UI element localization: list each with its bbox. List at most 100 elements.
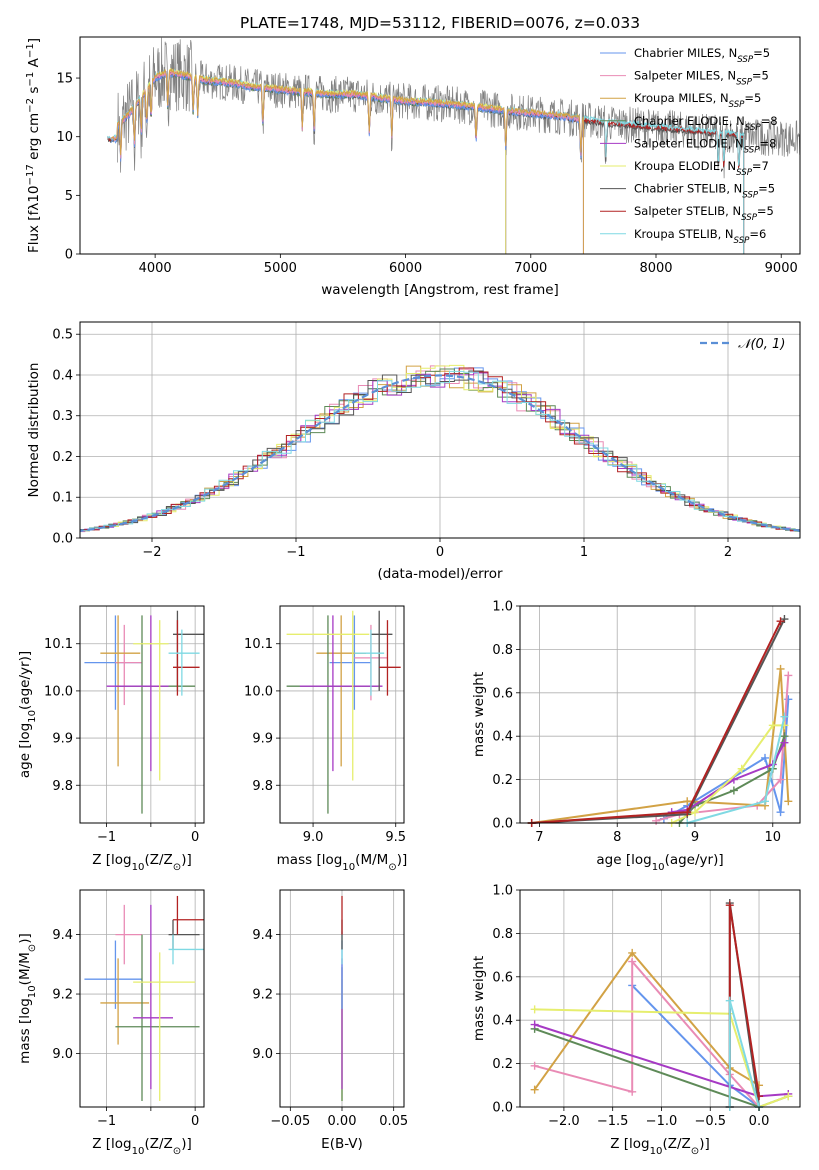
legend-subscript: SSP [744, 145, 761, 155]
histogram-step-line [80, 370, 800, 532]
y-tick-label: 9.0 [52, 1047, 73, 1062]
legend-entry: Chabrier MILES, NSSP=5 [634, 46, 770, 65]
y-tick-label: 9.4 [52, 928, 73, 943]
x-axis-label: (data-model)/error [377, 566, 503, 582]
x-tick-label: 9.0 [303, 830, 324, 845]
y-tick-label: 10.0 [244, 684, 273, 699]
spectrum-plot-area [107, 37, 800, 254]
legend-subscript: SSP [741, 213, 758, 223]
legend-suffix: =7 [752, 159, 769, 173]
label-part: −17 [25, 164, 36, 185]
label-part: 10 [342, 862, 355, 873]
y-tick-label: 0.4 [52, 368, 73, 383]
mass-weight-marker [776, 617, 785, 626]
histogram-plot-area [80, 364, 800, 533]
label-part: )] [17, 933, 33, 944]
axes-frame [79, 36, 801, 255]
x-tick-label: 0.05 [379, 1114, 408, 1129]
mass-weight-marker [784, 671, 793, 680]
mass-weight-line [534, 1008, 789, 1109]
legend-text: Salpeter ELODIE, N [634, 136, 744, 150]
legend-entry: Chabrier ELODIE, NSSP=8 [634, 114, 778, 133]
label-part: (Z/Z [662, 1136, 690, 1152]
mass-weight-marker [784, 797, 793, 806]
x-tick-label: 2 [724, 545, 732, 560]
label-part: erg cm [26, 113, 42, 164]
label-part: )] [397, 852, 408, 868]
legend-text: Chabrier MILES, N [634, 46, 737, 60]
grid-layer [280, 606, 404, 823]
figure-title: PLATE=1748, MJD=53112, FIBERID=0076, z=0… [240, 14, 640, 32]
label-part: −1 [25, 72, 36, 87]
legend-entry: 𝒩(0, 1) [738, 337, 785, 352]
x-tick-label: −1 [97, 1114, 116, 1129]
y-tick-label: 0.0 [492, 817, 513, 832]
label-part: Z [log [92, 852, 131, 868]
y-tick-label: 9.2 [252, 988, 273, 1003]
x-axis-label: age [log10(age/yr)] [596, 852, 723, 873]
x-tick-label: 1 [580, 545, 588, 560]
mass-weight-marker [530, 1020, 539, 1029]
x-tick-label: −0.05 [270, 1114, 310, 1129]
x-tick-label: −0.5 [694, 1114, 726, 1129]
y-tick-label: 0.5 [52, 328, 73, 343]
label-part: 10 [132, 862, 145, 873]
legend-entry: Kroupa STELIB, NSSP=6 [634, 227, 766, 246]
histogram-panel: −2 −1 0 1 2 0.0 0.1 0.2 0.3 0.4 0.5 (data-model)/er… [26, 321, 801, 582]
x-axis-label: Z [log10(Z/Z⊙)] [92, 852, 192, 873]
y-tick-label: 9.8 [252, 779, 273, 794]
y-tick-label: 10.0 [44, 684, 73, 699]
mass-weight-marker [784, 1092, 793, 1101]
y-tick-label: 9.8 [52, 779, 73, 794]
y-tick-label: 0.8 [492, 927, 513, 942]
legend-suffix: =8 [761, 114, 778, 128]
y-tick-label: 0.0 [492, 1101, 513, 1116]
x-tick-label: 6000 [389, 261, 422, 276]
normal-reference-curve [80, 374, 800, 533]
legend-entry: Salpeter STELIB, NSSP=5 [634, 204, 774, 223]
mass-weight-marker [530, 1061, 539, 1070]
mass-weight-marker [776, 664, 785, 673]
y-tick-label: 0.3 [52, 409, 73, 424]
mass-weight-marker [725, 901, 734, 910]
legend-subscript: SSP [729, 100, 746, 110]
axes-frame [519, 889, 801, 1108]
y-tick-label: 9.2 [52, 988, 73, 1003]
label-part: (Z/Z [144, 1136, 172, 1152]
legend-text: Chabrier STELIB, N [634, 182, 742, 196]
mass-weight-marker [776, 775, 785, 784]
y-tick-label: 0 [65, 248, 73, 263]
legend-suffix: =5 [744, 91, 761, 105]
label-part: 10 [652, 862, 665, 873]
mass-weight-marker [628, 957, 637, 966]
y-tick-label: 0.2 [492, 1057, 513, 1072]
mass-weight-marker [761, 753, 769, 762]
axes-frame [519, 605, 801, 824]
massweight_vs_Z-panel: −2.0 −1.5 −1.0 −0.5 0.0 0.0 0.2 0.4 0.6 0.8 1.0 Z [… [471, 884, 801, 1157]
label-part: age [log [17, 723, 33, 778]
label-part: Flux [fλ10 [26, 186, 42, 254]
label-part: Z [log [610, 1136, 649, 1152]
label-part: )] [181, 1136, 192, 1152]
legend-entry: Kroupa ELODIE, NSSP=7 [634, 159, 769, 178]
y-tick-label: 9.4 [252, 928, 273, 943]
age_vs_Z-panel: −1 09.89.910.010.1Z [log10(Z/Z⊙)]age [log… [17, 605, 205, 873]
x-tick-label: 0.0 [749, 1114, 770, 1129]
mass-weight-marker [780, 738, 789, 747]
x-tick-label: 0 [436, 545, 444, 560]
x-tick-label: 5000 [264, 261, 297, 276]
label-part: E(B-V) [321, 1136, 363, 1152]
legend-suffix: =5 [757, 204, 774, 218]
label-part: 10 [650, 1146, 663, 1157]
mass-weight-line [655, 675, 790, 822]
y-tick-label: 10.1 [244, 637, 273, 652]
label-part: mass [log [17, 998, 33, 1064]
y-tick-label: 0.1 [52, 491, 73, 506]
x-tick-label: −1.0 [646, 1114, 678, 1129]
legend-suffix: =6 [749, 227, 766, 241]
mass-weight-marker [683, 797, 692, 806]
legend-subscript: SSP [737, 55, 754, 65]
label-part: (M/M [355, 852, 388, 868]
label-part: s [26, 87, 42, 98]
